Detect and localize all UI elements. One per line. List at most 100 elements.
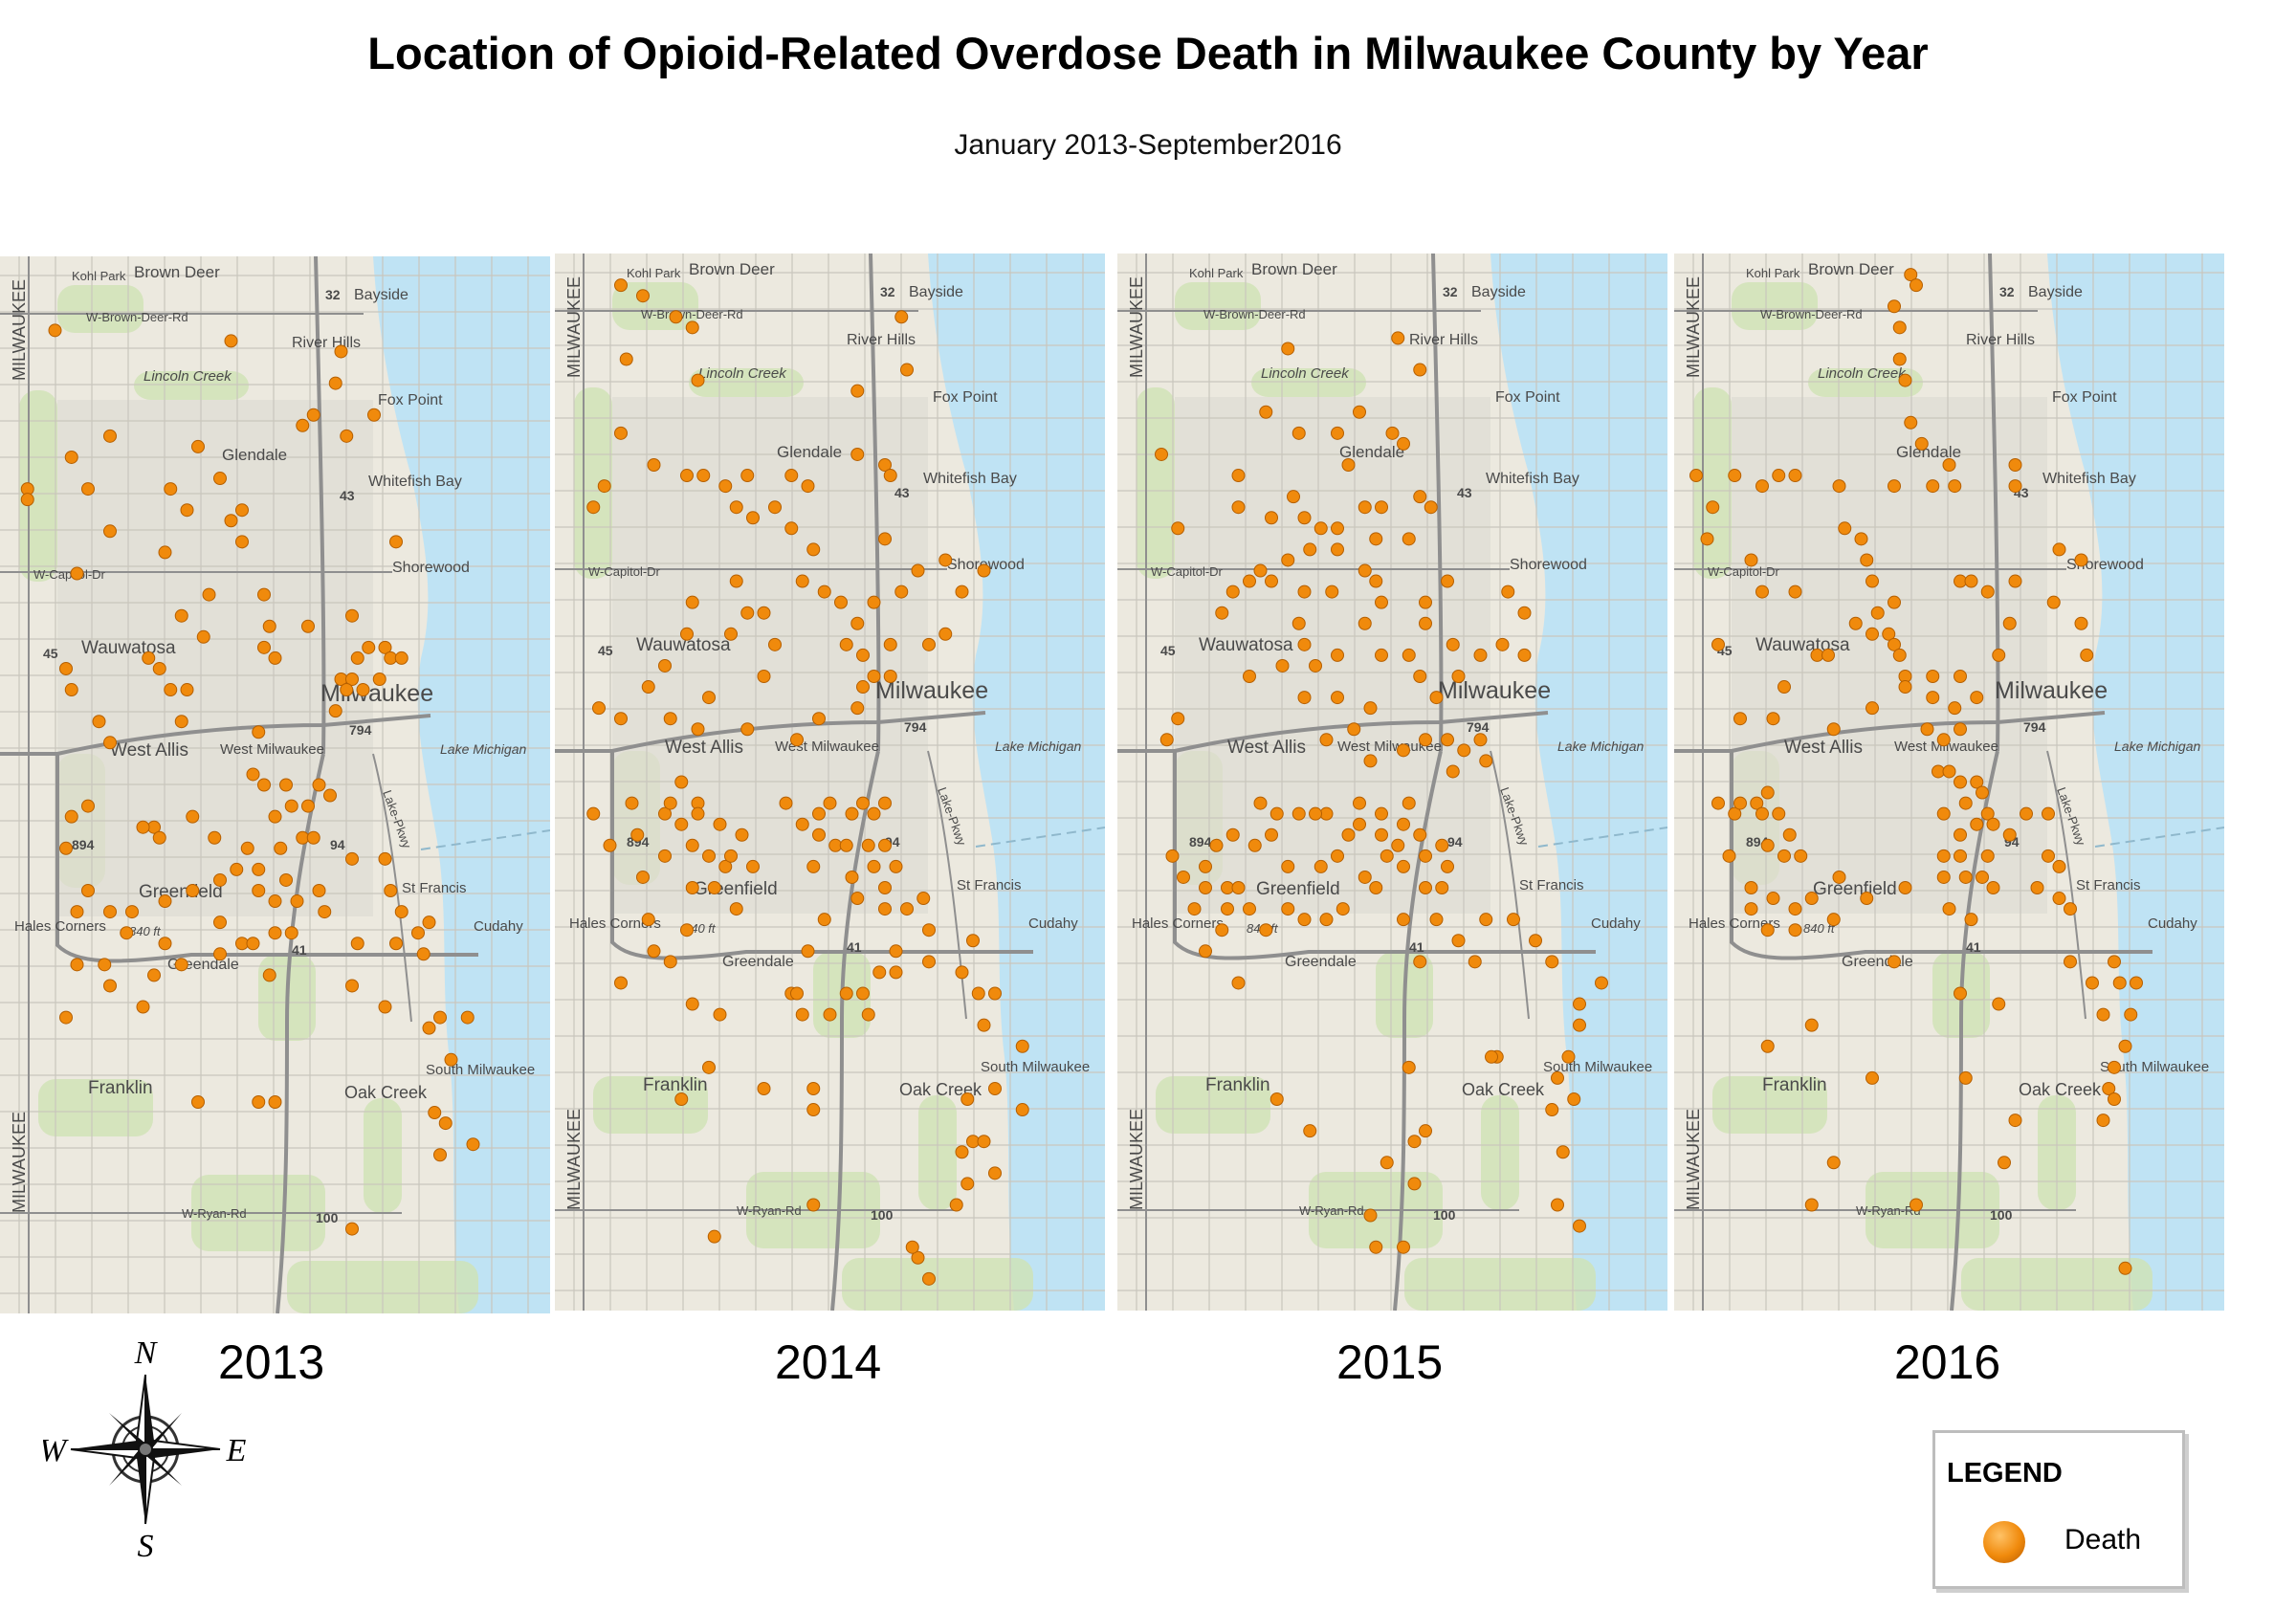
death-points-2014 [586,278,1029,1286]
death-point [422,1021,436,1035]
death-point [345,851,359,866]
death-point [290,894,304,909]
death-point [1225,584,1240,599]
label-oak-creek: Oak Creek [344,1083,428,1102]
death-point [1733,796,1747,810]
death-point [795,817,809,831]
death-point [630,827,645,842]
death-point [1898,881,1912,894]
death-point [186,884,200,897]
street-grid [1117,254,1667,1311]
death-point [1363,1208,1378,1223]
death-point [922,955,936,969]
death-point [955,965,969,980]
label-whitefish-bay: Whitefish Bay [923,471,1017,487]
death-point [1826,1156,1841,1170]
highway-label: 794 [349,722,372,738]
death-point [680,627,694,641]
label-west-allis: West Allis [1227,738,1306,758]
death-point [1413,955,1427,969]
label-lake-michigan: Lake Michigan [995,739,1081,754]
label-shorewood: Shorewood [1510,557,1587,573]
death-point [1772,806,1786,821]
label-county-north: MILWAUKEE [1127,276,1146,378]
death-point [103,979,117,993]
death-point [707,1229,721,1244]
label-county-south: MILWAUKEE [564,1109,584,1210]
death-point [757,606,771,620]
death-point [878,796,892,810]
highway-label: 43 [340,488,355,503]
label-lake-michigan: Lake Michigan [2114,739,2200,754]
death-point [2002,616,2017,630]
death-point [235,503,249,518]
death-point [268,894,282,909]
death-point [422,915,436,930]
death-point [2124,1007,2138,1022]
death-point [416,947,430,961]
death-point [1358,563,1372,578]
death-point [48,323,62,338]
death-point [1419,1124,1432,1138]
death-point [1347,722,1361,737]
death-point [174,958,188,972]
death-point [850,384,865,398]
death-point [1926,670,1940,683]
death-point [729,902,743,916]
death-point [1986,817,2000,831]
death-point [252,884,266,897]
death-point [1936,870,1951,884]
death-point [1782,827,1797,842]
death-point [1419,849,1432,863]
death-point [889,965,903,980]
death-point [174,715,188,729]
death-point [2074,553,2088,567]
death-point [1215,606,1229,620]
death-point [740,722,755,737]
death-point [746,511,760,525]
death-point [1744,881,1758,894]
highway-label: 794 [1467,719,1490,735]
death-point [81,884,95,897]
death-point [1297,511,1312,525]
death-point [1441,859,1454,873]
death-point [1358,500,1372,515]
death-point [323,788,337,803]
death-point [1986,881,2000,894]
street-grid [0,256,550,1313]
death-point [592,701,606,716]
death-point [636,870,650,884]
death-point [586,806,601,821]
death-point [713,1007,727,1022]
death-point [345,673,359,686]
death-point [1199,881,1212,894]
death-point [1832,870,1846,884]
death-point [389,937,403,951]
death-point [284,799,298,813]
legend-title: LEGEND [1947,1458,2063,1489]
death-point [729,500,743,515]
death-point [1331,849,1344,863]
death-point [1243,670,1256,683]
label-st-francis: St Francis [2076,877,2141,893]
death-point [257,587,271,602]
death-point [394,651,408,665]
label-brown-deer-rd: W-Brown-Deer-Rd [1203,307,1306,321]
death-point [136,1000,150,1014]
death-point [674,817,689,831]
label-river-hills: River Hills [292,335,361,351]
highway-label: 100 [1433,1207,1456,1223]
label-hales-corners: Hales Corners [569,915,661,932]
death-point [1794,849,1808,863]
death-point [2042,806,2055,821]
map-panel-2014: Kohl Park Brown Deer W-Brown-Deer-Rd Baysid… [555,254,1105,1311]
death-point [1936,806,1951,821]
death-point [1904,415,1918,430]
death-point [136,820,150,834]
death-point [790,986,804,1001]
label-greenfield: Greenfield [139,882,223,902]
death-point [1980,584,1995,599]
label-bayside: Bayside [1471,284,1526,300]
label-wauwatosa: Wauwatosa [636,635,731,655]
death-point [806,1198,821,1212]
